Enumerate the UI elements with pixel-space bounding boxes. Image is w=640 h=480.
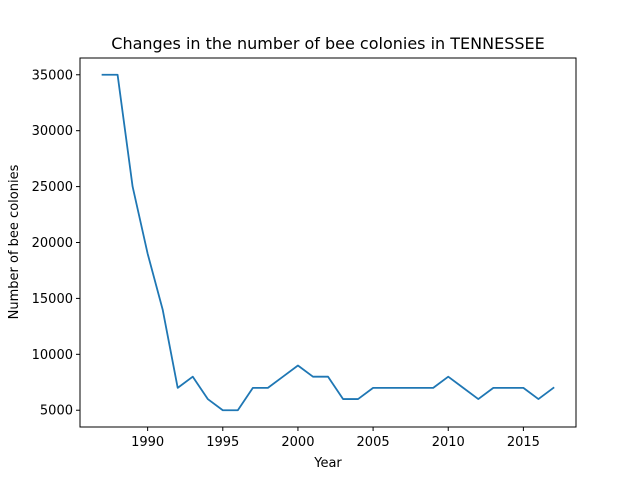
x-axis-ticks: 1990 1995 2000 2005 2010 2015: [131, 427, 540, 450]
y-tick-label: 5000: [40, 404, 73, 419]
y-tick-label: 20000: [32, 236, 73, 251]
x-tick-label: 1990: [131, 435, 164, 450]
series-group: [101, 73, 555, 412]
y-tick-label: 15000: [32, 292, 73, 307]
x-tick-label: 2010: [432, 435, 465, 450]
plot-frame: [79, 57, 577, 428]
x-tick-label: 1995: [206, 435, 239, 450]
x-axis-label: Year: [313, 456, 342, 471]
x-tick-label: 2005: [357, 435, 390, 450]
y-tick-label: 35000: [32, 68, 73, 83]
y-tick-label: 10000: [32, 348, 73, 363]
series-line: [101, 73, 555, 412]
y-axis-label: Number of bee colonies: [7, 164, 22, 319]
y-tick-label: 30000: [32, 124, 73, 139]
plot-area: [80, 58, 576, 427]
chart-title: Changes in the number of bee colonies in…: [111, 34, 544, 53]
y-axis-ticks: 5000 10000 15000 20000 25000 30000 35000: [32, 68, 80, 419]
x-tick-label: 2015: [507, 435, 540, 450]
y-tick-label: 25000: [32, 180, 73, 195]
x-tick-label: 2000: [281, 435, 314, 450]
